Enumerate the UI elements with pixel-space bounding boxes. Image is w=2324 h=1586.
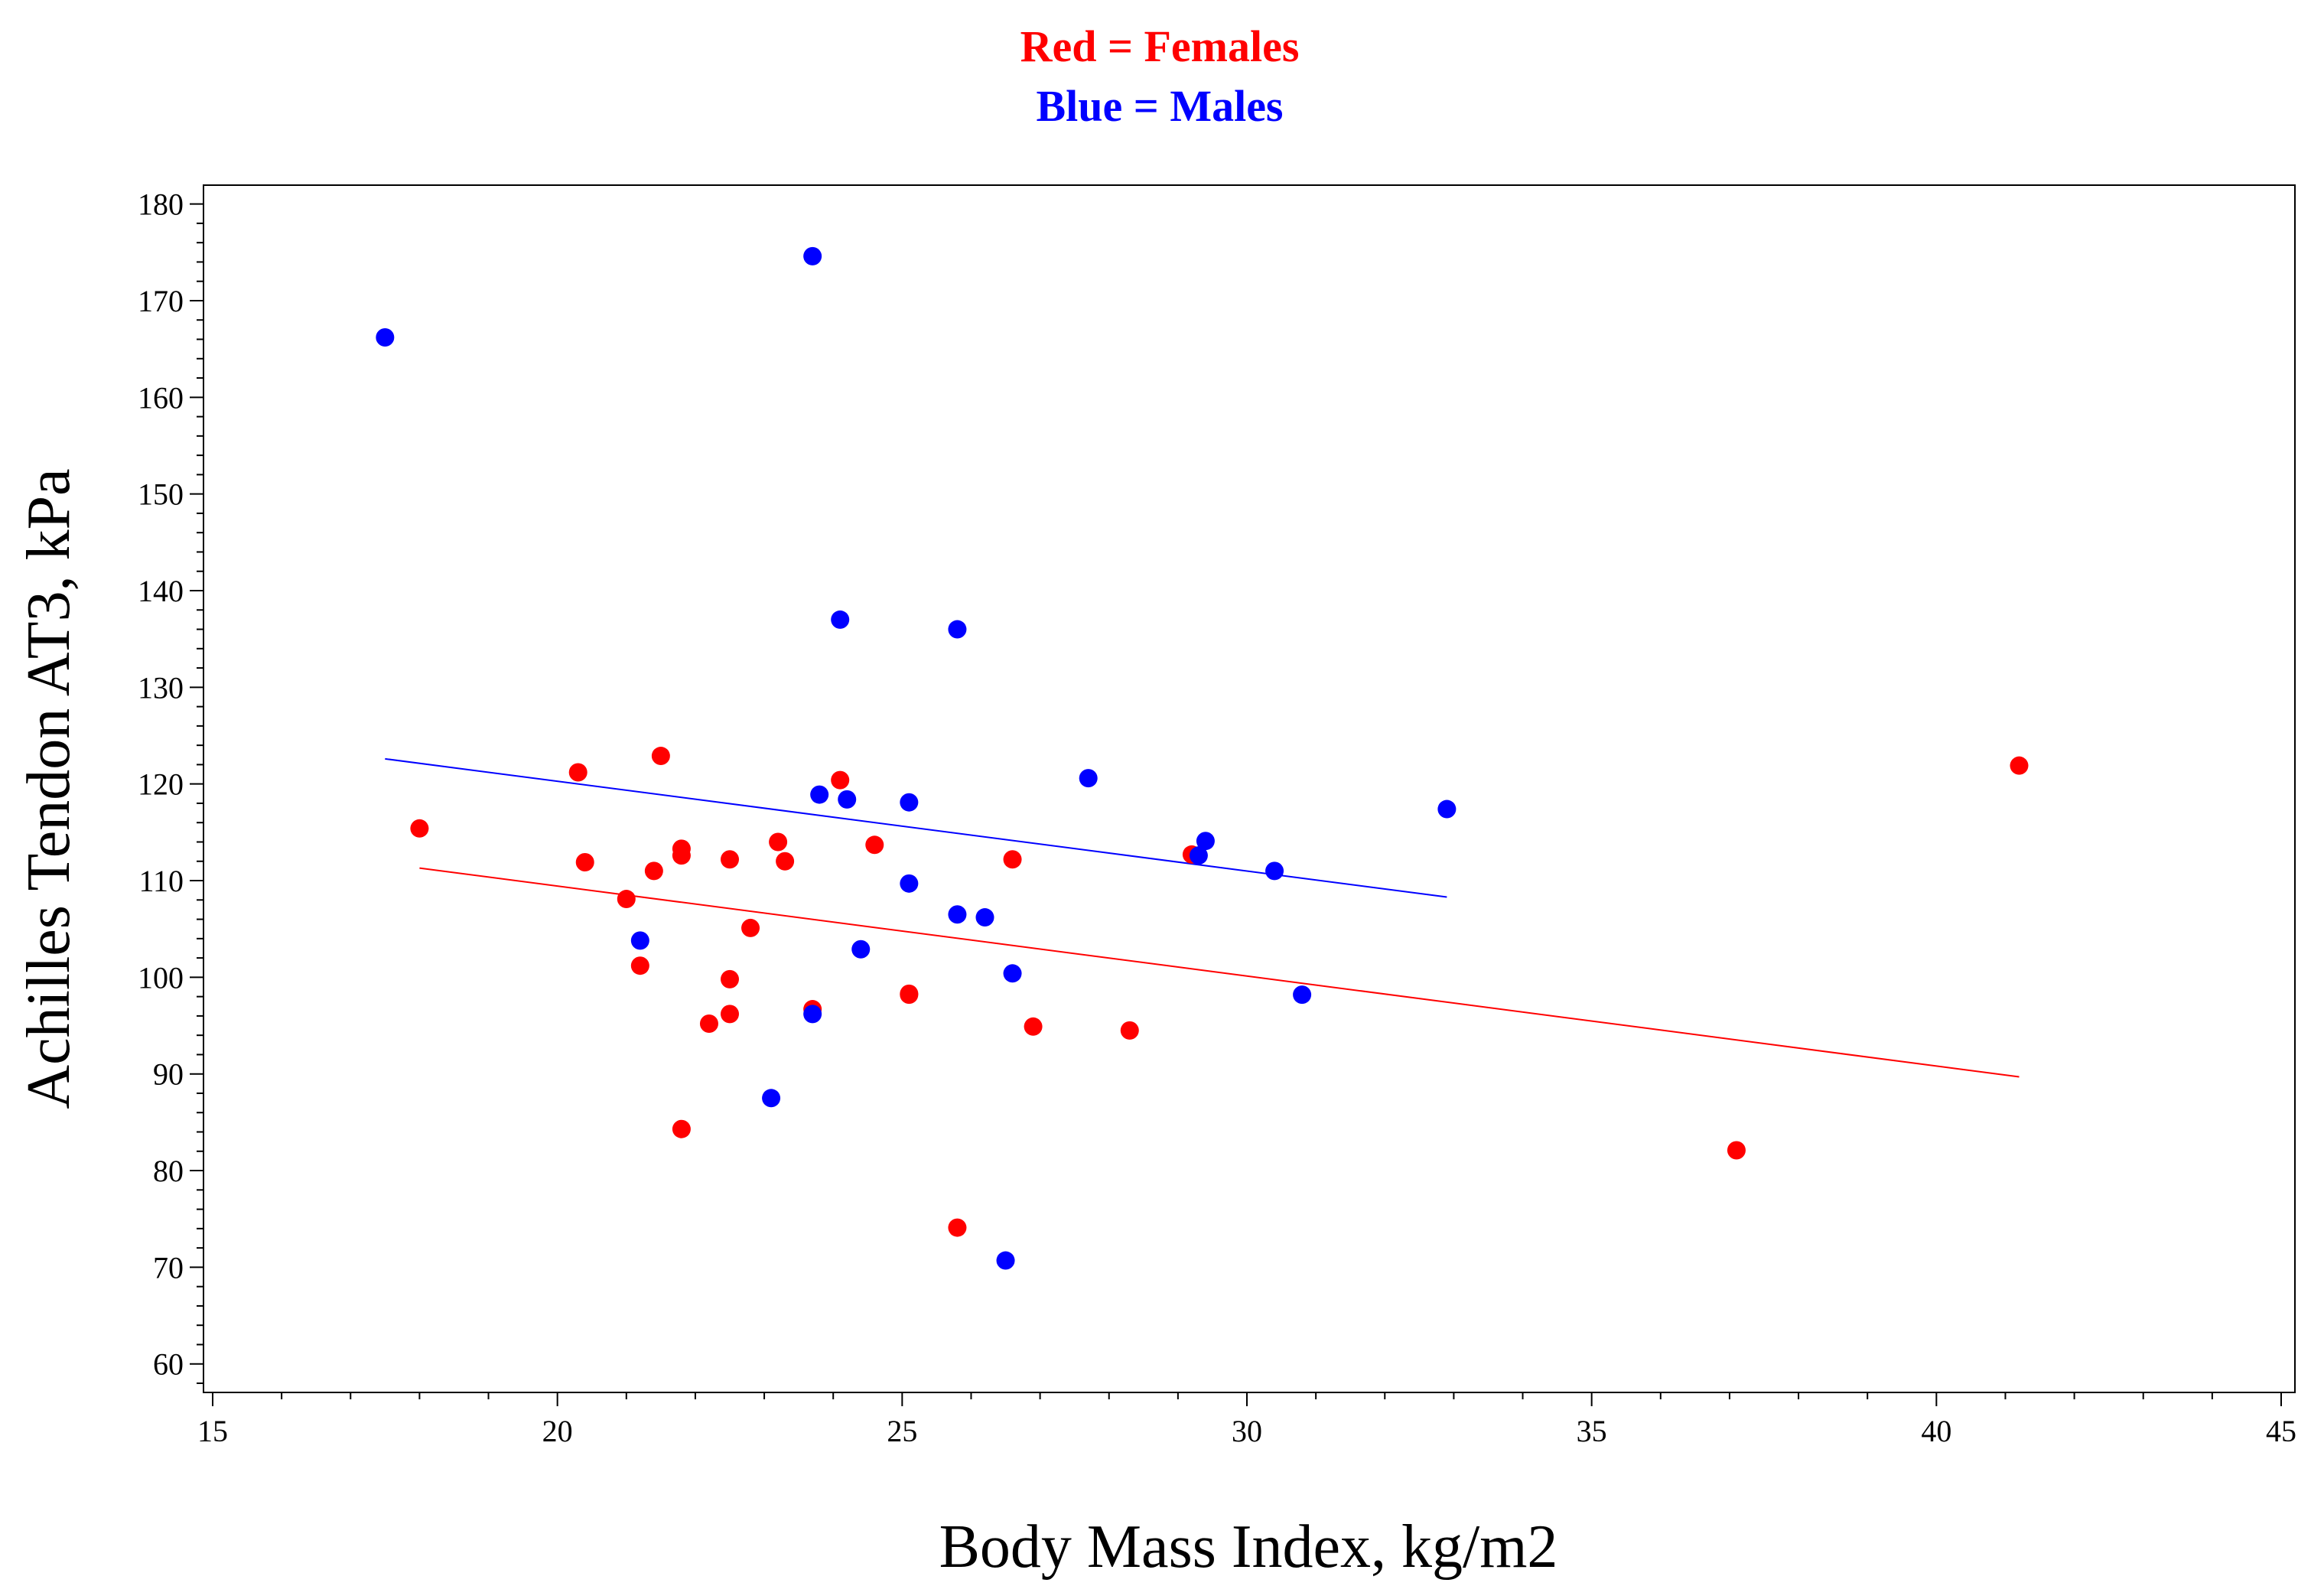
- males-point: [900, 874, 919, 893]
- y-tick-label: 90: [153, 1057, 184, 1092]
- x-tick-label: 20: [542, 1414, 573, 1448]
- y-tick-label: 150: [138, 477, 184, 512]
- females-point: [651, 747, 670, 766]
- females-point: [617, 890, 636, 909]
- data-points: [376, 246, 2029, 1270]
- males-point: [630, 931, 649, 950]
- females-point: [1024, 1017, 1043, 1036]
- females-point: [948, 1218, 967, 1237]
- males-point: [1196, 832, 1215, 851]
- males-point: [1003, 964, 1022, 983]
- females-point: [672, 1119, 691, 1138]
- males-point: [948, 620, 967, 639]
- legend-males: Blue = Males: [1036, 81, 1283, 131]
- males-point: [851, 940, 871, 959]
- females-point: [699, 1014, 718, 1034]
- females-point: [721, 969, 739, 988]
- x-axis: 15 20 25 30 35 40 45: [197, 1392, 2296, 1448]
- males-point: [831, 610, 850, 629]
- males-point: [900, 793, 919, 812]
- females-point: [672, 846, 691, 865]
- males-point: [803, 1005, 822, 1024]
- males-point: [1293, 985, 1312, 1005]
- y-tick-label: 140: [138, 574, 184, 608]
- females-point: [1003, 850, 1022, 869]
- plot-area-frame: [203, 184, 2296, 1393]
- y-tick-label: 130: [138, 670, 184, 705]
- y-tick-label: 180: [138, 187, 184, 222]
- females-point: [831, 770, 850, 790]
- males-point: [1437, 800, 1457, 819]
- males-point: [376, 327, 395, 347]
- females-point: [741, 918, 760, 937]
- x-tick-label: 45: [2266, 1414, 2296, 1448]
- females-point: [2010, 756, 2029, 775]
- y-tick-label: 160: [138, 380, 184, 415]
- y-axis: 60 70 80 90 100 110 120 130 140 150 160 170 180: [138, 187, 203, 1384]
- x-axis-title: Body Mass Index, kg/m2: [939, 1513, 1558, 1581]
- y-tick-label: 70: [153, 1250, 184, 1285]
- females-point: [575, 853, 594, 872]
- males-point: [1265, 861, 1284, 881]
- x-tick-label: 35: [1577, 1414, 1607, 1448]
- females-point: [776, 852, 795, 871]
- females-point: [900, 985, 919, 1005]
- males-point: [803, 246, 822, 265]
- males-point: [975, 908, 994, 927]
- females-point: [410, 819, 429, 838]
- y-tick-label: 120: [138, 767, 184, 802]
- females-point: [568, 763, 588, 782]
- trend-lines: [385, 757, 2020, 1078]
- females-point: [1727, 1141, 1746, 1160]
- females-point: [865, 835, 884, 855]
- males-point: [948, 905, 967, 924]
- x-tick-label: 25: [887, 1414, 917, 1448]
- x-tick-label: 30: [1232, 1414, 1262, 1448]
- y-tick-label: 100: [138, 960, 184, 995]
- males-point: [810, 785, 829, 804]
- females-point: [644, 861, 663, 881]
- males-trend-line: [385, 757, 1447, 898]
- females-point: [721, 850, 739, 869]
- y-axis-title: Achilles Tendon AT3, kPa: [15, 468, 83, 1109]
- legend-females: Red = Females: [1020, 21, 1300, 71]
- x-tick-label: 15: [197, 1414, 228, 1448]
- females-point: [630, 956, 649, 975]
- females-point: [769, 832, 788, 852]
- males-point: [838, 790, 857, 809]
- females-point: [1120, 1021, 1139, 1040]
- males-point: [1189, 846, 1208, 865]
- males-point: [996, 1251, 1015, 1270]
- y-tick-label: 60: [153, 1347, 184, 1382]
- x-tick-label: 40: [1921, 1414, 1951, 1448]
- males-point: [1079, 769, 1098, 788]
- chart-legend: Red = Females Blue = Males: [1020, 21, 1300, 131]
- females-point: [721, 1005, 739, 1024]
- males-point: [762, 1089, 781, 1108]
- y-tick-label: 110: [138, 864, 184, 898]
- y-tick-label: 170: [138, 284, 184, 318]
- y-tick-label: 80: [153, 1154, 184, 1188]
- females-trend-line: [419, 867, 2020, 1078]
